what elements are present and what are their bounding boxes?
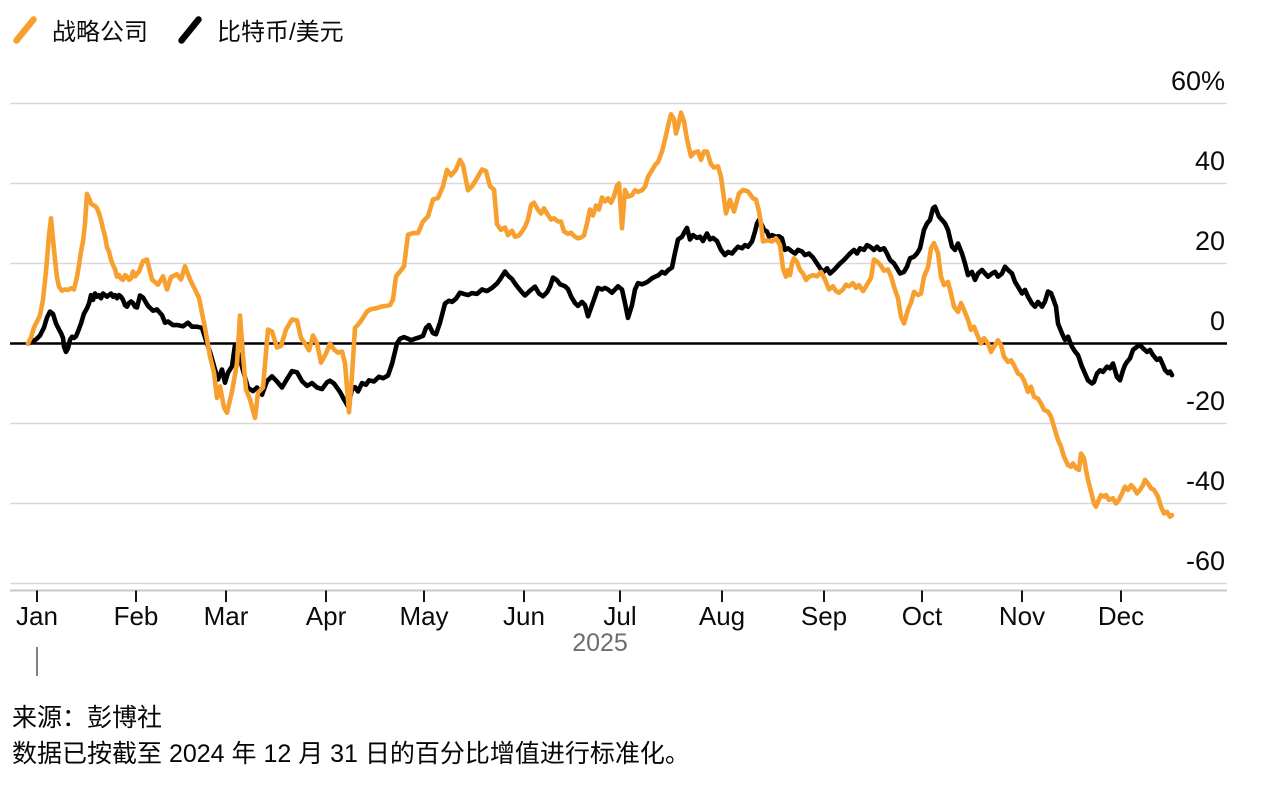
chart-footer: 来源：彭博社 数据已按截至 2024 年 12 月 31 日的百分比增值进行标准… xyxy=(12,700,690,772)
x-tick-label-Jul: Jul xyxy=(603,601,637,631)
x-tick-label-Jan: Jan xyxy=(16,601,58,631)
legend-label-bitcoin: 比特币/美元 xyxy=(217,19,344,46)
x-axis-year-label: 2025 xyxy=(572,629,628,657)
y-tick-label--60: -60 xyxy=(1185,545,1225,576)
x-tick-label-Oct: Oct xyxy=(901,601,943,631)
series-line-战略公司 xyxy=(25,110,1175,519)
y-tick-label-40: 40 xyxy=(1194,145,1225,176)
y-tick-label--20: -20 xyxy=(1185,385,1225,416)
x-tick-label-Dec: Dec xyxy=(1097,601,1145,631)
legend: 战略公司 比特币/美元 xyxy=(13,12,344,47)
x-tick-label-Aug: Aug xyxy=(698,601,746,631)
legend-item-strategy[interactable]: 战略公司 xyxy=(13,12,148,47)
x-tick-label-Nov: Nov xyxy=(998,601,1046,631)
y-tick-label-0: 0 xyxy=(1209,305,1225,336)
x-tick-label-Sep: Sep xyxy=(800,601,848,631)
legend-item-bitcoin[interactable]: 比特币/美元 xyxy=(178,12,344,47)
y-tick-label-20: 20 xyxy=(1194,225,1225,256)
strategy-line-swatch-icon xyxy=(13,15,37,44)
y-tick-label-60: 60% xyxy=(1170,65,1225,96)
legend-label-strategy: 战略公司 xyxy=(52,19,148,46)
x-tick-label-Mar: Mar xyxy=(203,601,249,631)
x-tick-label-Jun: Jun xyxy=(503,601,545,631)
bitcoin-line-swatch-icon xyxy=(178,15,202,44)
x-tick-label-Apr: Apr xyxy=(305,601,347,631)
x-tick-label-Feb: Feb xyxy=(113,601,159,631)
source-line: 来源：彭博社 xyxy=(12,704,163,732)
x-tick-label-May: May xyxy=(399,601,449,631)
normalization-note-line: 数据已按截至 2024 年 12 月 31 日的百分比增值进行标准化。 xyxy=(12,740,690,768)
series-line-比特币/美元 xyxy=(25,204,1175,409)
y-tick-label--40: -40 xyxy=(1185,465,1225,496)
